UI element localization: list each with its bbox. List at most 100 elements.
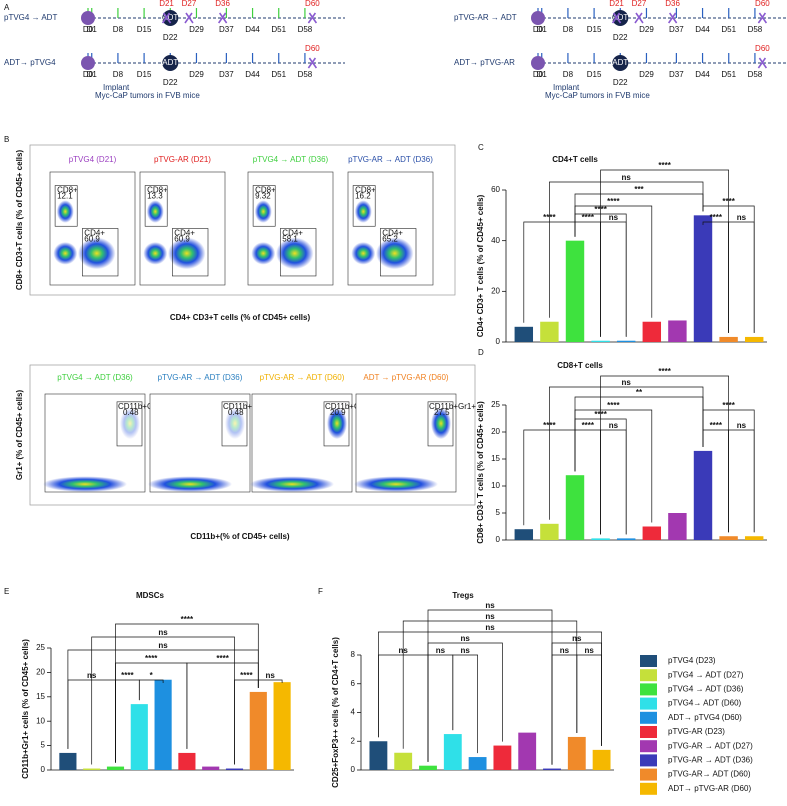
adt-icon-label: ADT xyxy=(162,13,178,22)
gate-value: 0.48 xyxy=(123,408,139,417)
day-label: D51 xyxy=(271,70,286,79)
chart-title: Tregs xyxy=(452,591,474,600)
significance-label: **** xyxy=(722,197,735,206)
day-label: D15 xyxy=(137,70,152,79)
day-label: D8 xyxy=(563,70,574,79)
density xyxy=(146,200,164,223)
harvest-label: D60 xyxy=(755,44,770,53)
bar xyxy=(719,336,738,342)
y-tick-label: 10 xyxy=(36,716,45,725)
bar xyxy=(540,523,559,540)
gate xyxy=(252,185,276,227)
legend-swatch xyxy=(640,740,657,753)
significance-bracket xyxy=(574,396,704,472)
day-label: D58 xyxy=(748,70,763,79)
gate xyxy=(172,228,209,277)
flow-frame xyxy=(29,144,456,296)
harvest-label: D27 xyxy=(182,0,197,8)
legend-swatch xyxy=(640,768,657,781)
y-tick-label: 6 xyxy=(351,679,356,688)
significance-label: ns xyxy=(572,634,582,643)
significance-label: ** xyxy=(636,388,643,397)
gate-name: CD11b+Gr1+ xyxy=(118,402,165,411)
y-axis-label: CD4+ CD3+ T cells (% of CD45+ cells) xyxy=(476,194,485,337)
bar xyxy=(591,340,610,342)
bar xyxy=(567,736,586,770)
significance-label: **** xyxy=(543,421,556,430)
y-tick-label: 5 xyxy=(496,508,501,517)
legend-swatch xyxy=(640,655,657,667)
day-label: D58 xyxy=(298,25,313,34)
bar xyxy=(642,321,662,342)
timeline-label: ADT→ pTVG4 xyxy=(4,58,56,67)
chart-title: MDSCs xyxy=(136,591,165,600)
day-label: D29 xyxy=(189,70,204,79)
significance-bracket xyxy=(452,654,478,754)
panel-letter: E xyxy=(4,587,9,596)
gate-name: CD4+ xyxy=(382,229,403,238)
day-label: D15 xyxy=(587,25,602,34)
flow-title: pTVG-AR → ADT (D60) xyxy=(260,373,345,382)
bar xyxy=(540,321,559,342)
significance-bracket xyxy=(728,221,755,333)
adt-icon-label: ADT xyxy=(612,13,628,22)
adt-icon-label: ADT xyxy=(162,58,178,67)
gate xyxy=(82,228,119,277)
y-tick-label: 25 xyxy=(36,643,45,652)
legend-label: pTVG4 → ADT (D27) xyxy=(668,670,744,679)
implant-icon xyxy=(531,56,545,70)
significance-bracket xyxy=(402,620,578,749)
day-label: D0 xyxy=(83,70,94,79)
significance-bracket xyxy=(138,679,164,701)
day-label: D29 xyxy=(639,70,654,79)
scissors-icon xyxy=(757,57,768,69)
bar xyxy=(719,536,738,540)
legend-label: pTVG-AR → ADT (D27) xyxy=(668,741,753,750)
adt-icon xyxy=(162,10,179,26)
bar xyxy=(565,475,585,540)
significance-label: ns xyxy=(560,646,570,655)
flow-x-label: CD11b+(% of CD45+ cells) xyxy=(190,532,289,541)
density xyxy=(327,407,347,440)
bar xyxy=(154,679,172,770)
scissors-icon xyxy=(757,12,768,24)
legend-label: pTVG4 (D23) xyxy=(668,656,716,665)
gate-name: CD4+ xyxy=(282,229,303,238)
legend-swatch xyxy=(640,782,657,795)
bar xyxy=(83,768,101,770)
significance-label: **** xyxy=(710,213,723,222)
day-label: D0 xyxy=(83,25,94,34)
bar xyxy=(514,326,534,342)
significance-label: ns xyxy=(461,646,471,655)
gate xyxy=(116,401,143,447)
y-tick-label: 60 xyxy=(491,185,500,194)
density xyxy=(78,237,116,270)
bar xyxy=(369,741,388,770)
gate-value: 16.2 xyxy=(355,192,371,201)
bar xyxy=(668,513,687,540)
bar xyxy=(616,538,636,540)
flow-y-label: CD8+ CD3+T cells (% of CD45+ cells) xyxy=(15,150,24,291)
scissors-icon xyxy=(217,12,228,24)
density xyxy=(143,242,168,265)
significance-label: **** xyxy=(145,654,158,663)
gate-value: 27.5 xyxy=(434,408,450,417)
bar xyxy=(693,215,713,342)
bar xyxy=(443,734,462,770)
density xyxy=(56,200,74,223)
gate xyxy=(54,185,78,227)
significance-label: **** xyxy=(582,213,595,222)
bar xyxy=(130,704,148,770)
y-tick-label: 8 xyxy=(351,650,356,659)
significance-label: ns xyxy=(737,213,747,222)
harvest-label: D60 xyxy=(305,0,320,8)
flow-title: pTVG4 → ADT (D36) xyxy=(253,155,329,164)
gate-name: CD4+ xyxy=(174,229,195,238)
day-label: D37 xyxy=(219,70,234,79)
harvest-label: D36 xyxy=(665,0,680,8)
y-tick-label: 25 xyxy=(491,400,500,409)
density xyxy=(351,242,376,265)
day-label: D58 xyxy=(748,25,763,34)
